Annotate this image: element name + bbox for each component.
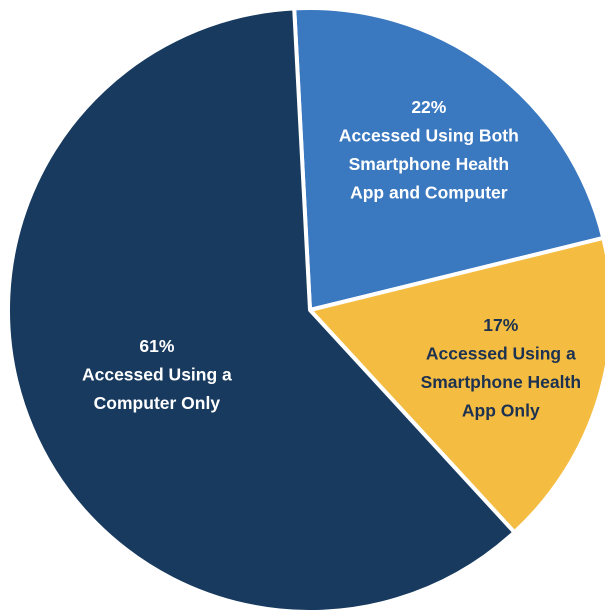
slice-percent-label: 61% bbox=[139, 336, 174, 356]
slice-description-line: App Only bbox=[462, 400, 540, 420]
slice-description-line: Smartphone Health bbox=[349, 154, 509, 174]
slice-description-line: Computer Only bbox=[94, 393, 221, 413]
slice-description-line: Smartphone Health bbox=[421, 372, 581, 392]
slice-description-line: App and Computer bbox=[350, 183, 508, 203]
slice-label-1: 22% Accessed Using Both Smartphone Health A… bbox=[339, 97, 519, 203]
pie-slice-17-accessed-using-a-smartphone-health-app-only bbox=[308, 235, 605, 535]
slice-label-2: 17% Accessed Using a Smartphone Health App … bbox=[421, 315, 581, 421]
slice-description-line: Accessed Using a bbox=[82, 364, 232, 384]
pie-slice-22-accessed-using-both-smartphone-health-app-and-computer bbox=[292, 6, 605, 312]
slice-percent-label: 22% bbox=[411, 97, 446, 117]
slice-label-3: 61% Accessed Using a Computer Only bbox=[82, 336, 232, 413]
slice-percent-label: 17% bbox=[483, 315, 518, 335]
pie-slice-61-accessed-using-a-computer-only bbox=[6, 6, 517, 610]
slice-description-line: Accessed Using a bbox=[426, 343, 576, 363]
slice-description-line: Accessed Using Both bbox=[339, 126, 519, 146]
